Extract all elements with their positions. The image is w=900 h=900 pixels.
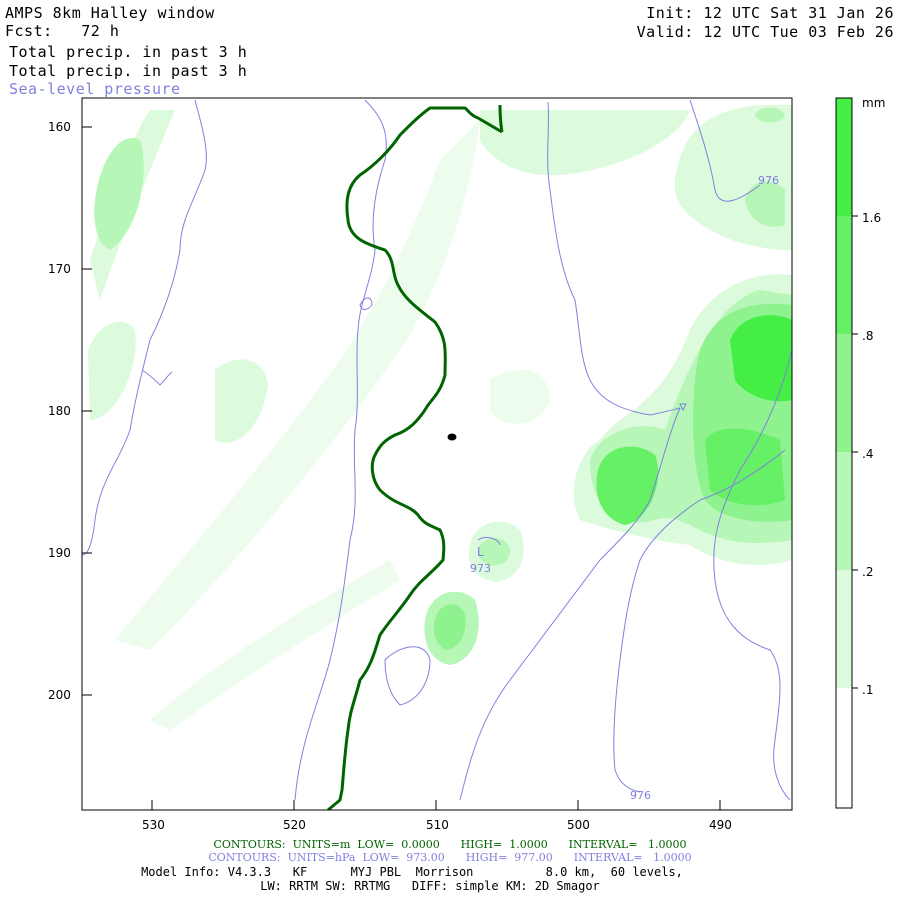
precip-east-lower (705, 428, 785, 506)
colorbar-swatch-2 (836, 216, 852, 334)
isobar-line-5 (689, 99, 761, 202)
forecast-value: 72 h (81, 22, 120, 40)
precip-east-core (730, 315, 792, 402)
isobar-line-2 (294, 99, 387, 801)
field-label-slp: Sea-level pressure (9, 80, 181, 98)
footer-model-info: Model Info: V4.3.3 KF MYJ PBL Morrison 8… (141, 865, 683, 879)
x-tick-label: 530 (142, 818, 165, 832)
footer-contours-slp: CONTOURS: UNITS=hPa LOW= 973.00 HIGH= 97… (208, 851, 692, 864)
valid-time: Valid: 12 UTC Tue 03 Feb 26 (637, 23, 894, 41)
valid-value: 12 UTC Tue 03 Feb 26 (703, 23, 894, 41)
isobar-line-6 (713, 349, 792, 801)
plot-frame (81, 97, 793, 811)
forecast-hour: Fcst: 72 h (5, 22, 119, 40)
y-tick-label: 160 (48, 120, 71, 134)
colorbar-unit: mm (862, 96, 885, 110)
isobar-layer (82, 99, 792, 801)
isobar-small-loop (359, 297, 373, 310)
precip-blob-nw (94, 138, 144, 250)
y-tick-label: 200 (48, 688, 71, 702)
init-value: 12 UTC Sat 31 Jan 26 (703, 4, 894, 22)
colorbar-swatch-3 (836, 334, 852, 452)
isobar-low-loop (477, 537, 501, 546)
precip-band-south (150, 560, 400, 730)
isobar-kink (141, 369, 173, 386)
precip-blob-ne-top (755, 107, 785, 123)
colorbar-label: 1.6 (862, 211, 881, 225)
y-tick-label: 170 (48, 262, 71, 276)
x-tick-label: 500 (567, 818, 590, 832)
low-value-label: 973 (470, 562, 491, 575)
precip-east-lobe (596, 446, 659, 525)
init-label: Init: (646, 4, 694, 22)
isobar-line-3 (547, 101, 681, 416)
isobar-line-4 (459, 407, 681, 801)
forecast-label: Fcst: (5, 22, 53, 40)
isobar-label-976-s: 976 (630, 789, 651, 802)
precip-patch-center (215, 359, 268, 443)
precip-blob-low-inner (477, 538, 511, 566)
init-time: Init: 12 UTC Sat 31 Jan 26 (646, 4, 894, 22)
footer-contours-terrain: CONTOURS: UNITS=m LOW= 0.0000 HIGH= 1.00… (213, 838, 687, 851)
isobar-pressure-marker (679, 403, 687, 412)
colorbar-label: .4 (862, 447, 873, 461)
footer-physics: LW: RRTM SW: RRTMG DIFF: simple KM: 2D S… (260, 879, 600, 893)
y-tick-label: 180 (48, 404, 71, 418)
precip-patch-west-mid (88, 321, 136, 420)
field-label-1: Total precip. in past 3 h (9, 43, 248, 61)
colorbar-swatch-1 (836, 98, 852, 216)
terrain-contour (327, 104, 504, 810)
colorbar-swatch-6 (836, 688, 852, 808)
colorbar-label: .2 (862, 565, 873, 579)
colorbar-label: .8 (862, 329, 873, 343)
precip-blob-south-inner (434, 604, 466, 650)
precip-blob-ne-inner (745, 181, 785, 227)
isobar-line-7 (613, 449, 786, 793)
precip-patch-center-east (490, 369, 550, 424)
colorbar (835, 97, 858, 809)
x-axis (151, 800, 721, 810)
y-tick-label: 190 (48, 546, 71, 560)
colorbar-label: .1 (862, 683, 873, 697)
isobar-line-1 (82, 99, 207, 556)
precip-top-strip (480, 110, 690, 176)
field-label-2: Total precip. in past 3 h (9, 62, 248, 80)
y-axis (82, 126, 92, 696)
colorbar-frame (835, 97, 853, 809)
precip-fill-layer (88, 105, 792, 730)
station-marker (447, 433, 457, 441)
x-tick-label: 490 (709, 818, 732, 832)
precip-band-diagonal (115, 120, 480, 650)
map-title: AMPS 8km Halley window (5, 4, 215, 22)
isobar-label-976-ne: 976 (758, 174, 779, 187)
isobar-closed-loop (384, 646, 431, 706)
colorbar-swatch-4 (836, 452, 852, 570)
colorbar-swatch-5 (836, 570, 852, 688)
low-marker: L (477, 545, 484, 559)
x-tick-label: 510 (426, 818, 449, 832)
valid-label: Valid: (636, 23, 694, 41)
x-tick-label: 520 (283, 818, 306, 832)
